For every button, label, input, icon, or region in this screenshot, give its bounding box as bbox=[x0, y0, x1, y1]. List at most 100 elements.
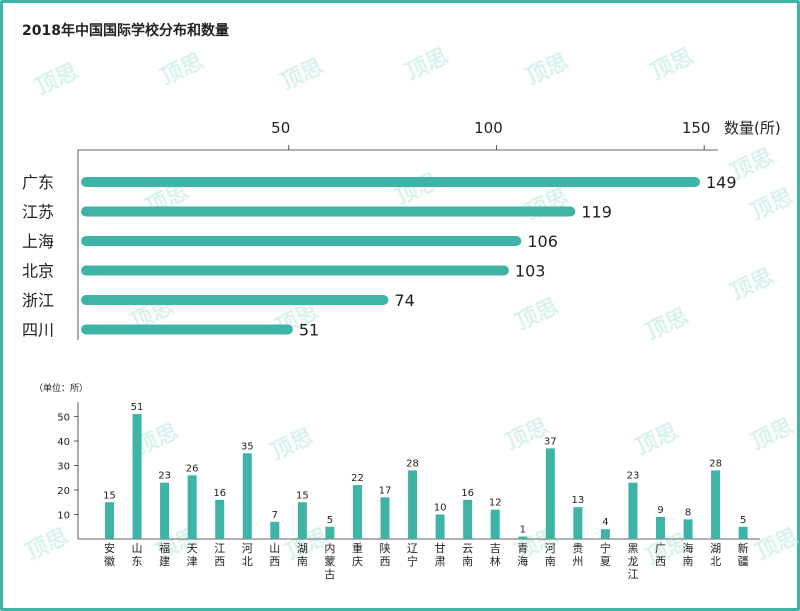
h-tick-label: 100 bbox=[474, 119, 503, 137]
watermark-logo: 顶思 bbox=[502, 414, 552, 455]
v-data-label: 12 bbox=[489, 498, 502, 509]
v-data-label: 15 bbox=[103, 490, 116, 501]
v-category-label: 黑龙江 bbox=[627, 542, 638, 581]
v-bar bbox=[600, 529, 610, 539]
watermark-logo: 顶思 bbox=[752, 524, 800, 565]
watermark-logo: 顶思 bbox=[747, 184, 797, 225]
v-data-label: 8 bbox=[685, 507, 691, 518]
v-data-label: 28 bbox=[406, 458, 419, 469]
v-category-label: 吉林 bbox=[490, 542, 501, 568]
h-data-label: 119 bbox=[581, 203, 612, 222]
h-category-label: 北京 bbox=[22, 262, 54, 281]
v-tick-label: 40 bbox=[57, 437, 70, 448]
h-axis-label: 数量(所) bbox=[724, 119, 781, 137]
v-data-label: 37 bbox=[544, 436, 557, 447]
h-bar bbox=[81, 177, 700, 187]
v-bar bbox=[408, 470, 418, 539]
v-category-label: 湖北 bbox=[710, 542, 721, 568]
v-category-label: 安徽 bbox=[104, 541, 115, 568]
watermark-logo: 顶思 bbox=[157, 49, 207, 90]
h-category-label: 上海 bbox=[22, 232, 54, 251]
v-category-label: 山西 bbox=[269, 542, 280, 568]
v-data-label: 16 bbox=[461, 488, 474, 499]
v-bar bbox=[490, 509, 500, 539]
v-bar bbox=[132, 414, 142, 539]
v-data-label: 7 bbox=[272, 510, 278, 521]
v-category-label: 陕西 bbox=[380, 541, 391, 568]
v-bar bbox=[105, 502, 114, 539]
v-data-label: 16 bbox=[213, 488, 226, 499]
v-data-label: 10 bbox=[434, 503, 447, 514]
v-category-label: 宁夏 bbox=[600, 541, 611, 568]
v-bar bbox=[738, 526, 748, 539]
v-bar bbox=[380, 497, 390, 539]
watermark-logo: 顶思 bbox=[402, 44, 452, 85]
v-bar bbox=[711, 470, 721, 539]
v-unit-label: （单位：所） bbox=[34, 382, 88, 394]
h-category-label: 浙江 bbox=[22, 291, 54, 310]
v-category-label: 河北 bbox=[242, 542, 253, 568]
watermark-logo: 顶思 bbox=[522, 49, 572, 90]
watermark-logo: 顶思 bbox=[267, 424, 317, 465]
watermark-logo: 顶思 bbox=[632, 419, 682, 460]
v-category-label: 贵州 bbox=[572, 542, 583, 568]
chart-title: 2018年中国国际学校分布和数量 bbox=[22, 23, 229, 39]
v-data-label: 13 bbox=[571, 495, 584, 506]
watermark-logo: 顶思 bbox=[512, 294, 562, 335]
h-data-label: 51 bbox=[299, 321, 319, 340]
v-category-label: 湖南 bbox=[297, 542, 308, 568]
h-tick-label: 50 bbox=[271, 119, 290, 137]
h-category-label: 江苏 bbox=[22, 203, 54, 222]
v-bar bbox=[270, 521, 280, 539]
v-tick-label: 30 bbox=[57, 462, 70, 473]
v-bar bbox=[325, 526, 335, 539]
v-category-label: 甘肃 bbox=[435, 542, 446, 568]
watermark-logo: 顶思 bbox=[522, 184, 572, 225]
v-category-label: 江西 bbox=[214, 542, 225, 568]
v-data-label: 15 bbox=[296, 490, 309, 501]
watermark-logo: 顶思 bbox=[22, 524, 72, 565]
v-data-label: 23 bbox=[158, 471, 171, 482]
v-bar bbox=[628, 482, 638, 539]
v-data-label: 4 bbox=[602, 517, 608, 528]
watermark-logo: 顶思 bbox=[727, 264, 777, 305]
h-bar bbox=[81, 206, 576, 217]
v-data-label: 28 bbox=[709, 458, 722, 469]
v-data-label: 51 bbox=[131, 402, 144, 413]
watermark-logo: 顶思 bbox=[647, 44, 697, 85]
v-category-label: 天津 bbox=[187, 542, 198, 568]
v-bar bbox=[297, 502, 307, 539]
watermark-logo: 顶思 bbox=[32, 59, 82, 100]
v-bar bbox=[215, 499, 225, 539]
v-category-label: 福建 bbox=[159, 541, 170, 568]
v-bar bbox=[435, 514, 445, 539]
h-bar bbox=[81, 295, 389, 305]
v-tick-label: 20 bbox=[57, 486, 70, 497]
v-bar bbox=[463, 499, 473, 539]
h-data-label: 103 bbox=[515, 262, 546, 281]
h-bar bbox=[81, 265, 509, 276]
v-bar bbox=[242, 453, 252, 539]
h-bar bbox=[81, 236, 522, 246]
v-category-label: 海南 bbox=[683, 541, 694, 568]
v-category-label: 云南 bbox=[462, 542, 473, 568]
v-category-label: 河南 bbox=[545, 542, 556, 568]
watermark-logo: 顶思 bbox=[747, 414, 797, 455]
v-bar bbox=[683, 519, 693, 539]
v-category-label: 广西 bbox=[655, 542, 666, 568]
v-category-label: 新疆 bbox=[738, 541, 749, 568]
v-bar bbox=[187, 475, 197, 539]
v-data-label: 23 bbox=[627, 471, 640, 482]
v-data-label: 1 bbox=[520, 525, 526, 536]
v-bar bbox=[656, 516, 665, 539]
h-tick-label: 150 bbox=[682, 119, 711, 137]
v-bar bbox=[352, 485, 362, 539]
v-category-label: 青海 bbox=[517, 542, 528, 568]
h-data-label: 149 bbox=[706, 173, 737, 192]
v-data-label: 9 bbox=[657, 505, 663, 516]
v-data-label: 22 bbox=[351, 473, 364, 484]
v-tick-label: 10 bbox=[57, 511, 70, 522]
v-bar bbox=[573, 507, 583, 539]
